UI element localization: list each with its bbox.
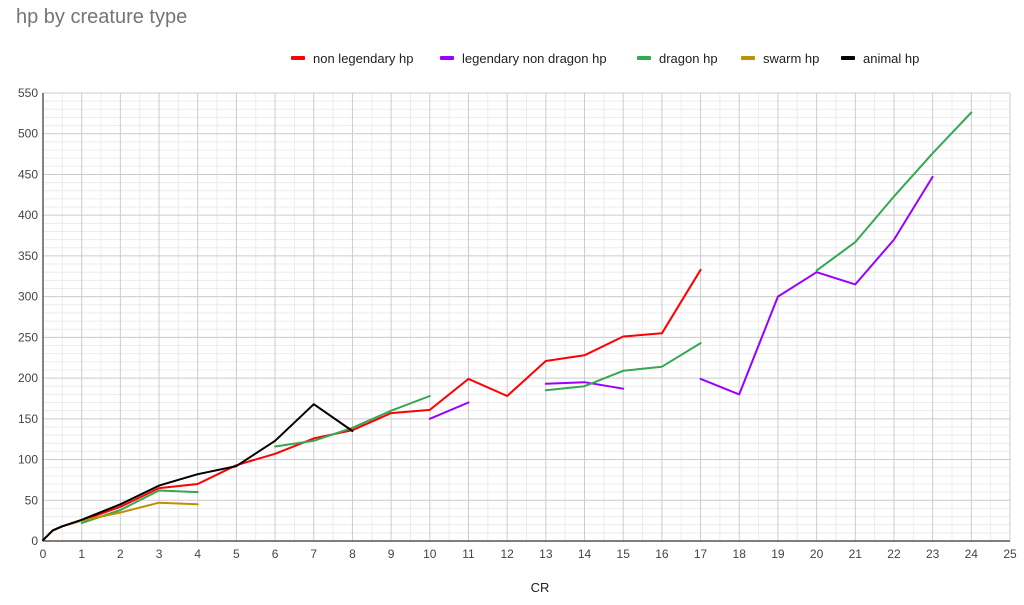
x-tick-label: 8 <box>349 547 356 561</box>
x-tick-label: 11 <box>462 547 475 561</box>
y-tick-label: 350 <box>18 249 38 263</box>
y-tick-label: 250 <box>18 330 38 344</box>
legend-label: legendary non dragon hp <box>462 50 607 66</box>
series-lines <box>42 111 973 542</box>
legend-swatch <box>637 56 651 60</box>
series-line-2 <box>544 342 702 392</box>
x-tick-label: 23 <box>926 547 940 561</box>
x-tick-label: 21 <box>849 547 863 561</box>
x-tick-label: 5 <box>233 547 240 561</box>
x-tick-label: 12 <box>500 547 514 561</box>
legend-label: swarm hp <box>763 50 820 66</box>
series-line-2 <box>815 111 973 272</box>
x-tick-label: 7 <box>310 547 317 561</box>
y-tick-label: 500 <box>18 127 38 141</box>
legend-item[interactable]: swarm hp <box>741 48 819 68</box>
y-tick-label: 50 <box>25 493 39 507</box>
x-tick-label: 1 <box>78 547 85 561</box>
legend-item[interactable]: non legendary hp <box>291 48 413 68</box>
y-tick-label: 550 <box>18 86 38 100</box>
legend-item[interactable]: legendary non dragon hp <box>440 48 607 68</box>
x-tick-label: 15 <box>617 547 631 561</box>
legend-swatch <box>741 56 755 60</box>
series-line-1 <box>544 381 625 390</box>
legend-label: non legendary hp <box>313 50 414 66</box>
legend-label: dragon hp <box>659 50 718 66</box>
x-tick-label: 10 <box>423 547 437 561</box>
series-line-1 <box>699 175 934 396</box>
y-tick-label: 0 <box>31 534 38 548</box>
y-tick-label: 200 <box>18 371 38 385</box>
legend-label: animal hp <box>863 50 920 66</box>
legend: non legendary hp legendary non dragon hp d… <box>0 48 1024 68</box>
series-line-2 <box>274 395 431 448</box>
x-tick-label: 19 <box>771 547 785 561</box>
x-tick-label: 24 <box>965 547 979 561</box>
legend-swatch <box>841 56 855 60</box>
x-tick-label: 16 <box>655 547 669 561</box>
x-tick-label: 6 <box>272 547 279 561</box>
x-tick-label: 22 <box>887 547 901 561</box>
x-tick-label: 3 <box>156 547 163 561</box>
x-tick-label: 14 <box>578 547 592 561</box>
x-tick-label: 13 <box>539 547 553 561</box>
legend-swatch <box>440 56 454 60</box>
series-line-1 <box>428 401 470 420</box>
legend-item[interactable]: dragon hp <box>637 48 718 68</box>
y-tick-label: 300 <box>18 290 38 304</box>
grid <box>43 92 1011 541</box>
x-axis-label: CR <box>530 580 550 595</box>
x-tick-label: 2 <box>117 547 124 561</box>
x-tick-label: 17 <box>694 547 708 561</box>
legend-swatch <box>291 56 305 60</box>
y-tick-label: 400 <box>18 208 38 222</box>
x-tick-label: 4 <box>194 547 201 561</box>
y-tick-label: 100 <box>18 453 38 467</box>
chart-title: hp by creature type <box>16 6 188 28</box>
x-tick-label: 18 <box>733 547 747 561</box>
x-tick-label: 0 <box>40 547 47 561</box>
x-tick-label: 9 <box>388 547 395 561</box>
x-tick-label: 25 <box>1003 547 1017 561</box>
y-tick-label: 150 <box>18 412 38 426</box>
y-tick-label: 450 <box>18 167 38 181</box>
series-line-4 <box>42 403 354 542</box>
x-tick-label: 20 <box>810 547 824 561</box>
legend-item[interactable]: animal hp <box>841 48 919 68</box>
axes <box>42 93 1010 542</box>
